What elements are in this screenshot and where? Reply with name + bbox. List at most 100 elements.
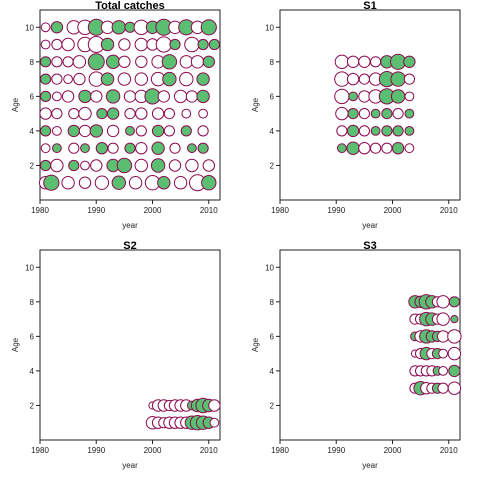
- plot-frame: [39, 249, 221, 441]
- bubble-negative: [447, 329, 462, 344]
- bubble-negative: [370, 142, 382, 154]
- bubble-negative: [198, 108, 209, 119]
- bubble-negative: [51, 108, 63, 120]
- bubble-negative: [436, 312, 450, 326]
- x-tick-label: 1980: [31, 206, 49, 215]
- bubble-positive: [348, 91, 359, 102]
- y-tick-label: 4: [270, 367, 275, 376]
- x-tick-label: 2010: [200, 446, 218, 455]
- bubble-negative: [40, 143, 51, 154]
- bubble-positive: [450, 315, 459, 324]
- bubble-negative: [51, 38, 63, 51]
- bubble-negative: [157, 90, 171, 103]
- bubble-negative: [197, 125, 209, 137]
- bubble-positive: [448, 364, 461, 378]
- x-tick-label: 2000: [144, 206, 162, 215]
- bubble-negative: [39, 107, 52, 120]
- y-tick-label: 2: [270, 161, 275, 170]
- bubble-positive: [40, 125, 52, 137]
- panel-title: S3: [363, 240, 376, 252]
- bubble-negative: [52, 125, 62, 136]
- x-tick-label: 2000: [384, 446, 402, 455]
- y-tick-label: 4: [270, 127, 275, 136]
- bubble-negative: [68, 108, 80, 120]
- bubble-negative: [346, 72, 360, 86]
- bubble-negative: [335, 106, 349, 121]
- y-tick-label: 10: [265, 263, 274, 272]
- y-tick-label: 8: [270, 58, 275, 67]
- bubble-negative: [40, 39, 51, 50]
- bubble-positive: [390, 89, 406, 104]
- bubble-positive: [370, 108, 381, 119]
- bubble-positive: [381, 108, 393, 120]
- bubble-negative: [358, 73, 370, 85]
- bubble-positive: [151, 141, 165, 155]
- y-tick-label: 6: [30, 332, 35, 341]
- bubble-negative: [358, 90, 371, 103]
- bubble-negative: [62, 56, 74, 68]
- y-tick-label: 8: [30, 58, 35, 67]
- y-tick-label: 10: [25, 263, 34, 272]
- bubble-negative: [51, 56, 63, 68]
- y-tick-label: 2: [30, 401, 35, 410]
- bubble-positive: [202, 55, 216, 68]
- panel-s2: S2 year Age 1980 1990 2000 2010 2 4 6 8 10: [11, 240, 221, 470]
- y-tick-label: 6: [270, 92, 275, 101]
- bubble-negative: [80, 160, 90, 171]
- y-tick-label: 10: [265, 23, 274, 32]
- bubble-negative: [358, 55, 371, 68]
- y-tick-label: 8: [30, 298, 35, 307]
- y-tick-label: 6: [30, 92, 35, 101]
- x-tick-label: 2010: [440, 446, 458, 455]
- panel-title: S1: [363, 0, 376, 12]
- bubble-positive: [78, 89, 92, 104]
- bubble-positive: [105, 54, 121, 69]
- bubble-positive: [392, 125, 404, 137]
- bubble-negative: [63, 74, 73, 84]
- bubble-negative: [68, 142, 80, 154]
- bubble-negative: [358, 108, 370, 120]
- bubble-positive: [40, 73, 52, 85]
- bubble-negative: [128, 176, 143, 190]
- bubble-negative: [134, 37, 149, 52]
- bubble-positive: [116, 157, 133, 174]
- bubble-negative: [73, 72, 86, 86]
- bubble-positive: [95, 142, 109, 155]
- bubble-positive: [52, 143, 62, 154]
- bubble-positive: [50, 21, 64, 34]
- bubble-positive: [157, 176, 171, 190]
- bubble-negative: [437, 382, 449, 394]
- bubble-negative: [163, 108, 175, 120]
- bubble-negative: [179, 71, 194, 87]
- bubble-positive: [381, 125, 393, 137]
- bubble-negative: [173, 176, 188, 190]
- x-tick-label: 2000: [384, 206, 402, 215]
- bubble-negative: [404, 143, 415, 154]
- bubble-positive: [169, 38, 181, 51]
- bubble-negative: [78, 106, 92, 121]
- panel-s1: S1 year Age 1980 1990 2000 2010 2 4 6 8 10: [251, 0, 461, 230]
- x-tick-label: 1990: [327, 206, 345, 215]
- bubble-positive: [404, 125, 415, 136]
- bubble-negative: [117, 72, 132, 86]
- bubble-negative: [169, 142, 181, 154]
- y-axis-label: Age: [251, 97, 260, 112]
- bubble-negative: [346, 55, 360, 68]
- y-tick-label: 8: [270, 298, 275, 307]
- bubble-negative: [184, 36, 200, 53]
- bubble-negative: [334, 88, 350, 105]
- x-tick-label: 1980: [271, 206, 289, 215]
- bubble-positive: [111, 175, 127, 190]
- y-axis-label: Age: [251, 337, 260, 352]
- bubble-positive: [180, 125, 192, 137]
- bubble-negative: [90, 159, 103, 172]
- bubble-negative: [78, 176, 92, 189]
- bubble-positive: [448, 296, 460, 308]
- y-tick-label: 4: [30, 367, 35, 376]
- bubble-negative: [438, 348, 449, 359]
- bubble-positive: [370, 125, 381, 136]
- bubble-negative: [134, 158, 149, 173]
- bubble-negative: [135, 125, 147, 137]
- panel-title: S2: [123, 240, 136, 252]
- bubble-negative: [370, 56, 382, 68]
